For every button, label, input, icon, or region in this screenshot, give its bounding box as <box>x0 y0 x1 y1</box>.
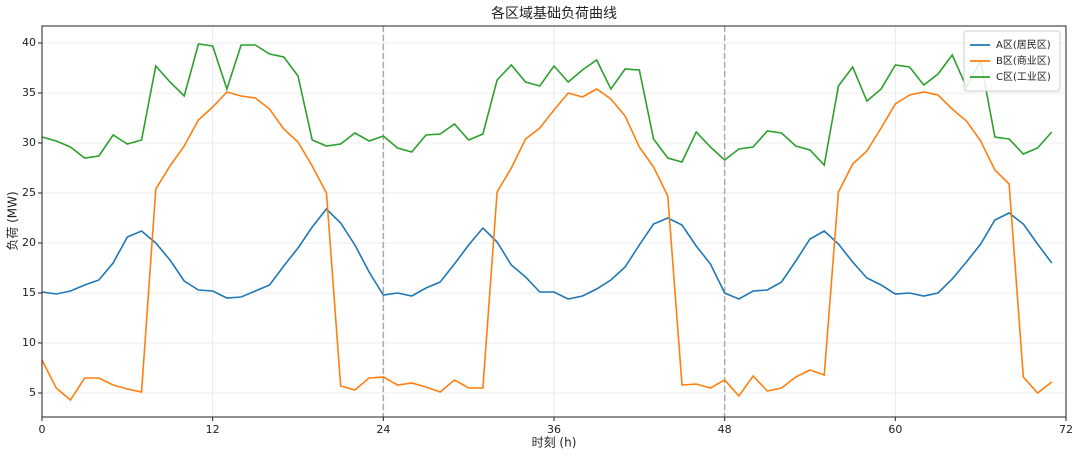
x-axis-label: 时刻 (h) <box>532 436 577 450</box>
y-tick-label: 15 <box>22 286 36 299</box>
y-tick-label: 25 <box>22 186 36 199</box>
x-tick-label: 36 <box>547 423 561 436</box>
legend-label: C区(工业区) <box>996 71 1051 83</box>
y-tick-label: 20 <box>22 236 36 249</box>
x-tick-label: 24 <box>376 423 390 436</box>
x-tick-label: 60 <box>888 423 902 436</box>
legend-label: A区(居民区) <box>996 39 1051 51</box>
line-series <box>41 88 1053 402</box>
line-series <box>41 207 1053 300</box>
y-tick-label: 35 <box>22 86 36 99</box>
line-series <box>41 43 1053 167</box>
x-tick-label: 72 <box>1059 423 1073 436</box>
x-tick-label: 0 <box>39 423 46 436</box>
legend-box <box>963 30 1061 92</box>
y-tick-label: 30 <box>22 136 36 149</box>
chart-title: 各区域基础负荷曲线 <box>491 5 617 22</box>
y-tick-label: 40 <box>22 36 36 49</box>
plot-frame <box>41 25 1067 418</box>
y-tick-label: 5 <box>29 386 36 399</box>
y-tick-label: 10 <box>22 336 36 349</box>
x-tick-label: 48 <box>718 423 732 436</box>
y-axis-label: 负荷 (MW) <box>6 191 20 250</box>
x-tick-label: 12 <box>206 423 220 436</box>
legend-label: B区(商业区) <box>996 54 1051 67</box>
